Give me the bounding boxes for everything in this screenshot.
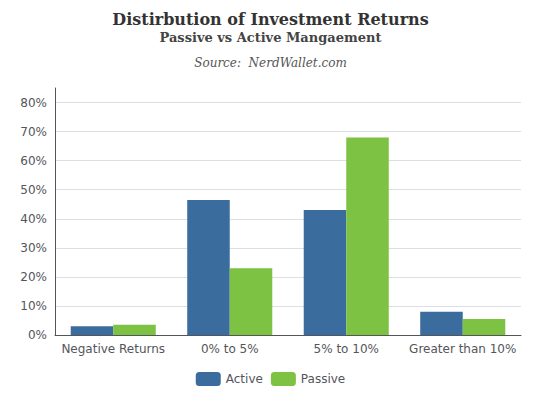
svg-text:50%: 50% bbox=[20, 183, 47, 197]
svg-text:70%: 70% bbox=[20, 125, 47, 139]
svg-text:Greater than 10%: Greater than 10% bbox=[409, 342, 516, 356]
svg-text:Distirbution of Investment Ret: Distirbution of Investment Returns bbox=[112, 10, 428, 29]
svg-text:Source: NerdWallet.com: Source: NerdWallet.com bbox=[194, 56, 347, 70]
svg-text:40%: 40% bbox=[20, 212, 47, 226]
svg-text:0% to 5%: 0% to 5% bbox=[201, 342, 259, 356]
svg-text:10%: 10% bbox=[20, 299, 47, 313]
svg-text:80%: 80% bbox=[20, 96, 47, 110]
svg-text:20%: 20% bbox=[20, 270, 47, 284]
svg-text:Passive: Passive bbox=[301, 372, 345, 386]
svg-text:Passive vs Active Mangaement: Passive vs Active Mangaement bbox=[159, 30, 381, 45]
svg-text:5% to 10%: 5% to 10% bbox=[314, 342, 379, 356]
svg-text:60%: 60% bbox=[20, 154, 47, 168]
svg-text:30%: 30% bbox=[20, 241, 47, 255]
svg-text:Negative Returns: Negative Returns bbox=[61, 342, 165, 356]
svg-text:Active: Active bbox=[226, 372, 263, 386]
svg-text:0%: 0% bbox=[28, 328, 47, 342]
